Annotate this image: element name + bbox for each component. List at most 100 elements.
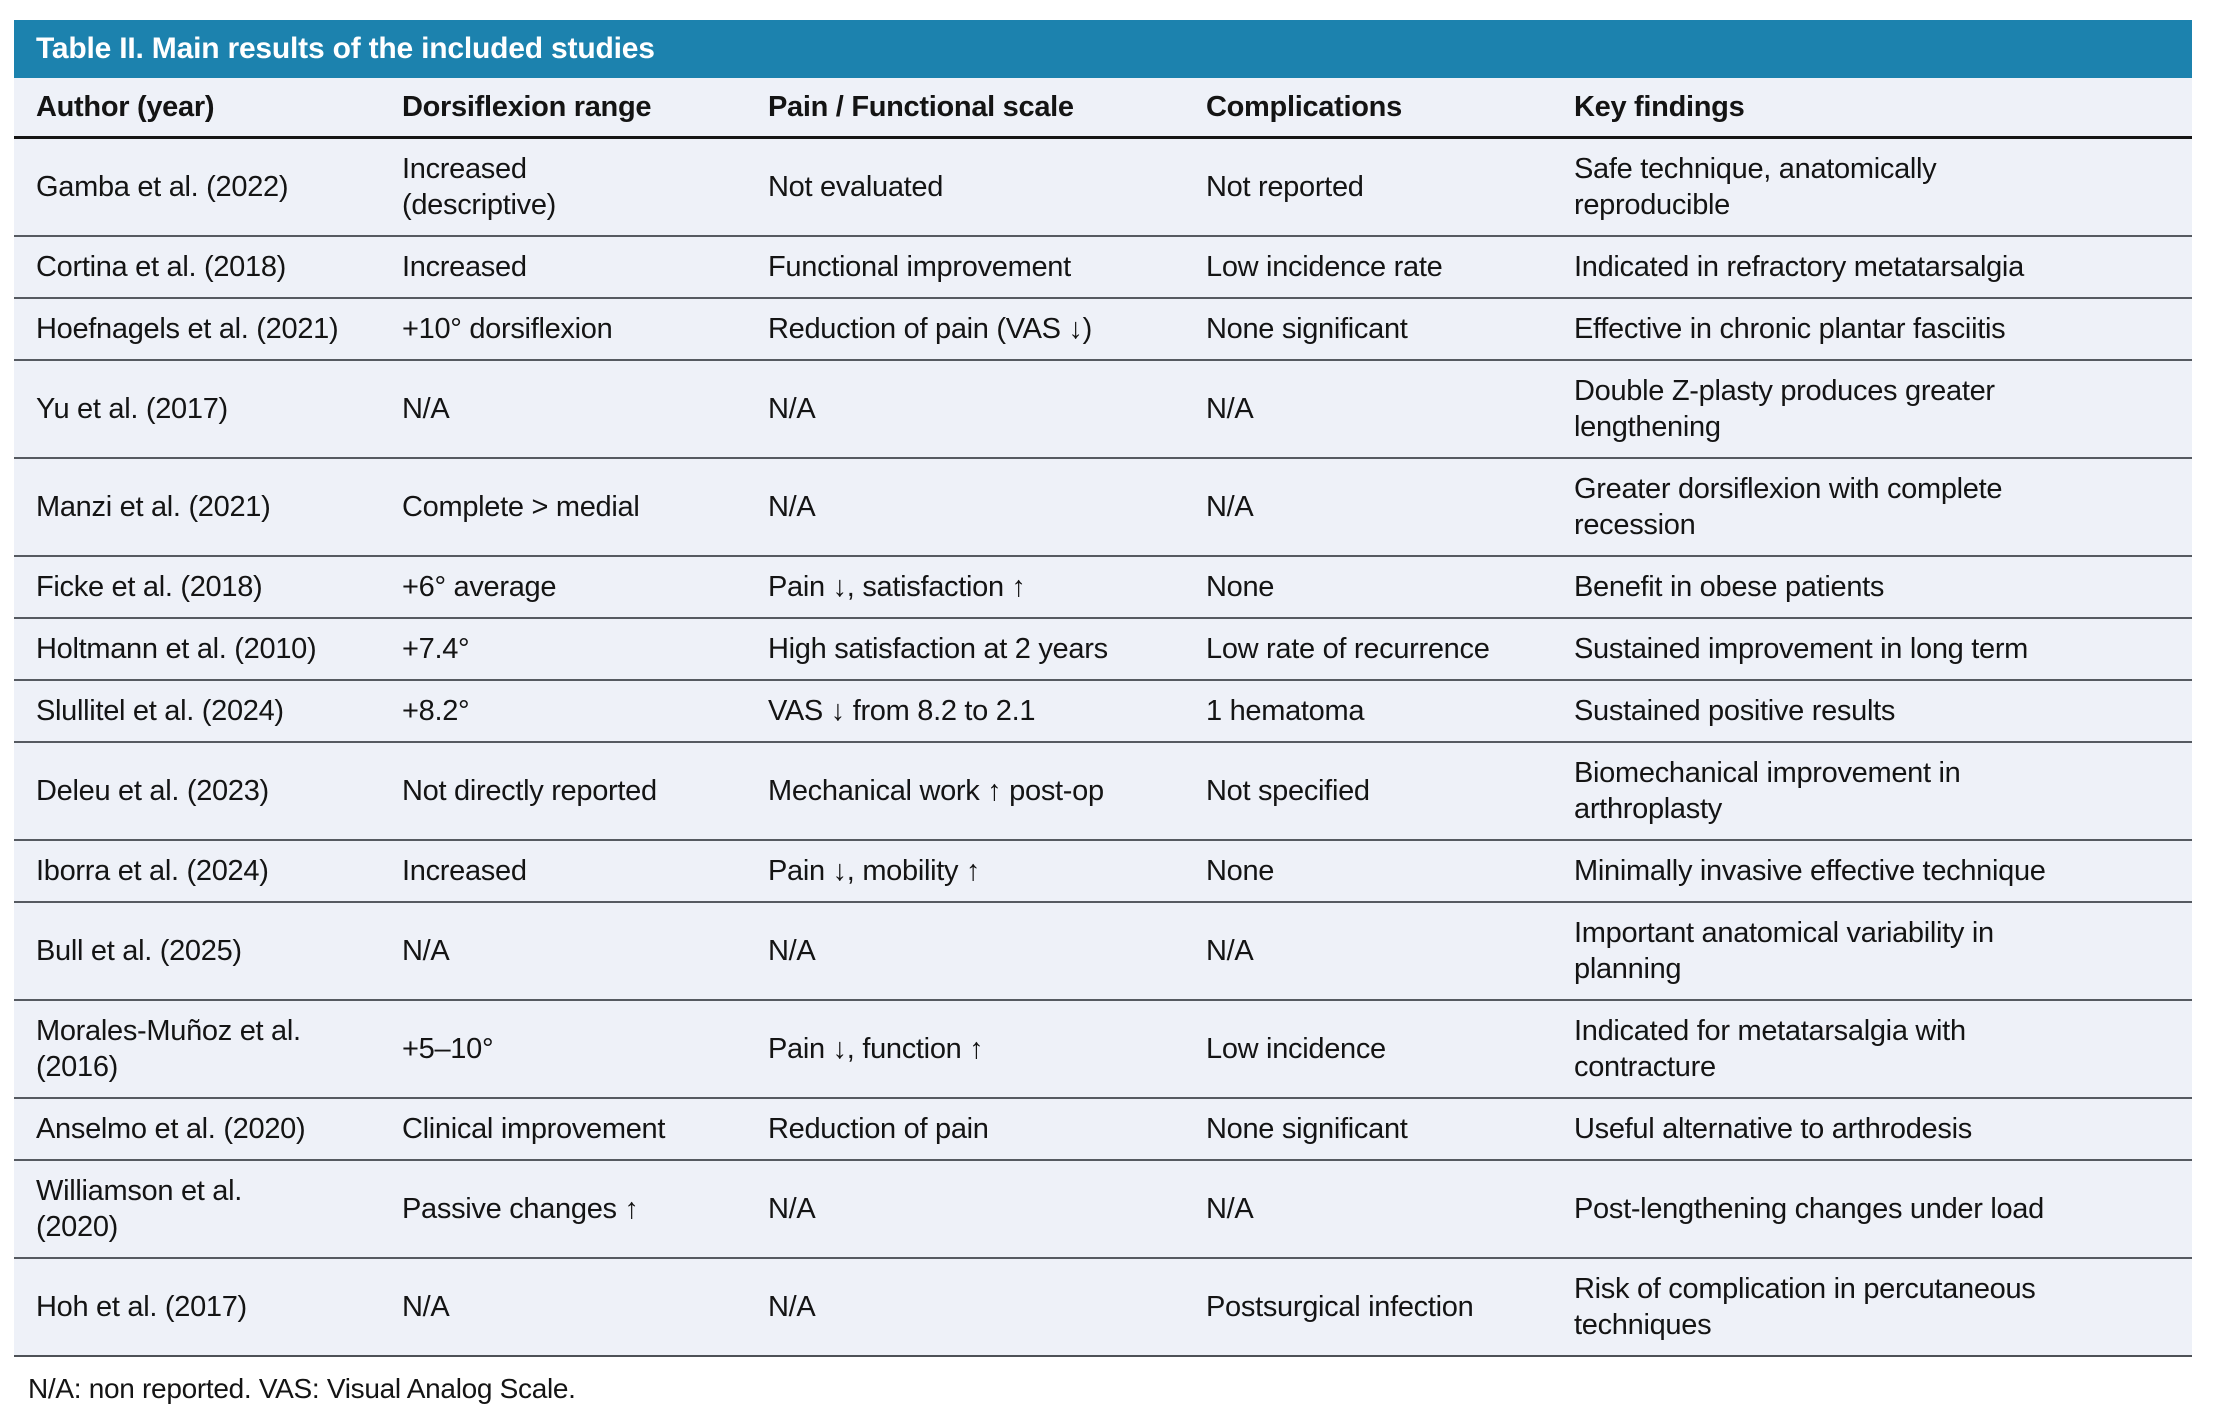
- table-row: Iborra et al. (2024) Increased Pain ↓, m…: [14, 840, 2192, 903]
- table-row: Cortina et al. (2018) Increased Function…: [14, 236, 2192, 299]
- cell-pain-scale: N/A: [768, 1160, 1206, 1259]
- cell-pain-scale: Reduction of pain: [768, 1098, 1206, 1161]
- cell-author: Ficke et al. (2018): [14, 556, 402, 619]
- cell-pain-scale: Not evaluated: [768, 137, 1206, 237]
- cell-key-findings: Sustained improvement in long term: [1574, 618, 2192, 681]
- cell-key-findings: Indicated in refractory metatarsalgia: [1574, 236, 2192, 299]
- table-row: Anselmo et al. (2020) Clinical improveme…: [14, 1098, 2192, 1161]
- cell-author: Anselmo et al. (2020): [14, 1098, 402, 1161]
- table-row: Morales-Muñoz et al. (2016) +5–10° Pain …: [14, 1000, 2192, 1099]
- cell-pain-scale: N/A: [768, 360, 1206, 459]
- cell-pain-scale: Mechanical work ↑ post-op: [768, 742, 1206, 841]
- cell-dorsiflexion: N/A: [402, 360, 768, 459]
- cell-dorsiflexion: Not directly reported: [402, 742, 768, 841]
- cell-dorsiflexion: +5–10°: [402, 1000, 768, 1099]
- cell-complications: None: [1206, 556, 1574, 619]
- table-row: Williamson et al. (2020) Passive changes…: [14, 1160, 2192, 1259]
- results-table: Author (year) Dorsiflexion range Pain / …: [14, 78, 2192, 1357]
- cell-author: Cortina et al. (2018): [14, 236, 402, 299]
- cell-dorsiflexion: +8.2°: [402, 680, 768, 743]
- table-row: Slullitel et al. (2024) +8.2° VAS ↓ from…: [14, 680, 2192, 743]
- cell-dorsiflexion: +10° dorsiflexion: [402, 298, 768, 361]
- cell-complications: N/A: [1206, 360, 1574, 459]
- cell-key-findings: Useful alternative to arthrodesis: [1574, 1098, 2192, 1161]
- cell-pain-scale: Pain ↓, mobility ↑: [768, 840, 1206, 903]
- cell-dorsiflexion: +7.4°: [402, 618, 768, 681]
- table-row: Holtmann et al. (2010) +7.4° High satisf…: [14, 618, 2192, 681]
- cell-pain-scale: VAS ↓ from 8.2 to 2.1: [768, 680, 1206, 743]
- cell-pain-scale: Pain ↓, function ↑: [768, 1000, 1206, 1099]
- table-title: Table II. Main results of the included s…: [14, 20, 2192, 78]
- cell-key-findings: Indicated for metatarsalgia with contrac…: [1574, 1000, 2192, 1099]
- cell-key-findings: Risk of complication in percutaneous tec…: [1574, 1258, 2192, 1357]
- cell-dorsiflexion: Passive changes ↑: [402, 1160, 768, 1259]
- table-row: Bull et al. (2025) N/A N/A N/A Important…: [14, 902, 2192, 1001]
- col-header-key-findings: Key findings: [1574, 78, 2192, 139]
- cell-complications: Low incidence rate: [1206, 236, 1574, 299]
- cell-dorsiflexion: Increased: [402, 840, 768, 903]
- table-footnote: N/A: non reported. VAS: Visual Analog Sc…: [28, 1373, 576, 1404]
- table-row: Gamba et al. (2022) Increased (descripti…: [14, 137, 2192, 237]
- cell-author: Deleu et al. (2023): [14, 742, 402, 841]
- cell-complications: N/A: [1206, 1160, 1574, 1259]
- table-row: Yu et al. (2017) N/A N/A N/A Double Z-pl…: [14, 360, 2192, 459]
- cell-key-findings: Post-lengthening changes under load: [1574, 1160, 2192, 1259]
- cell-author: Bull et al. (2025): [14, 902, 402, 1001]
- cell-key-findings: Safe technique, anatomically reproducibl…: [1574, 137, 2192, 237]
- cell-complications: Low incidence: [1206, 1000, 1574, 1099]
- cell-pain-scale: Functional improvement: [768, 236, 1206, 299]
- cell-author: Yu et al. (2017): [14, 360, 402, 459]
- table-row: Deleu et al. (2023) Not directly reporte…: [14, 742, 2192, 841]
- cell-dorsiflexion: Increased: [402, 236, 768, 299]
- cell-pain-scale: Reduction of pain (VAS ↓): [768, 298, 1206, 361]
- cell-pain-scale: N/A: [768, 458, 1206, 557]
- cell-dorsiflexion: Clinical improvement: [402, 1098, 768, 1161]
- cell-dorsiflexion: N/A: [402, 1258, 768, 1357]
- col-header-pain-scale: Pain / Functional scale: [768, 78, 1206, 139]
- cell-dorsiflexion: +6° average: [402, 556, 768, 619]
- table-row: Ficke et al. (2018) +6° average Pain ↓, …: [14, 556, 2192, 619]
- results-table-card: Table II. Main results of the included s…: [14, 20, 2192, 1405]
- cell-dorsiflexion: N/A: [402, 902, 768, 1001]
- cell-complications: Postsurgical infection: [1206, 1258, 1574, 1357]
- cell-key-findings: Sustained positive results: [1574, 680, 2192, 743]
- cell-author: Gamba et al. (2022): [14, 137, 402, 237]
- col-header-author: Author (year): [14, 78, 402, 139]
- cell-key-findings: Greater dorsiflexion with complete reces…: [1574, 458, 2192, 557]
- cell-pain-scale: N/A: [768, 1258, 1206, 1357]
- cell-pain-scale: Pain ↓, satisfaction ↑: [768, 556, 1206, 619]
- cell-complications: Low rate of recurrence: [1206, 618, 1574, 681]
- table-row: Hoefnagels et al. (2021) +10° dorsiflexi…: [14, 298, 2192, 361]
- cell-author: Slullitel et al. (2024): [14, 680, 402, 743]
- cell-complications: 1 hematoma: [1206, 680, 1574, 743]
- header-row: Author (year) Dorsiflexion range Pain / …: [14, 78, 2192, 139]
- cell-complications: None: [1206, 840, 1574, 903]
- cell-author: Iborra et al. (2024): [14, 840, 402, 903]
- cell-author: Hoefnagels et al. (2021): [14, 298, 402, 361]
- cell-key-findings: Benefit in obese patients: [1574, 556, 2192, 619]
- table-row: Manzi et al. (2021) Complete > medial N/…: [14, 458, 2192, 557]
- cell-author: Hoh et al. (2017): [14, 1258, 402, 1357]
- cell-key-findings: Effective in chronic plantar fasciitis: [1574, 298, 2192, 361]
- cell-pain-scale: High satisfaction at 2 years: [768, 618, 1206, 681]
- col-header-dorsiflexion: Dorsiflexion range: [402, 78, 768, 139]
- cell-complications: N/A: [1206, 902, 1574, 1001]
- cell-complications: N/A: [1206, 458, 1574, 557]
- cell-pain-scale: N/A: [768, 902, 1206, 1001]
- cell-complications: Not reported: [1206, 137, 1574, 237]
- cell-author: Morales-Muñoz et al. (2016): [14, 1000, 402, 1099]
- cell-key-findings: Double Z-plasty produces greater lengthe…: [1574, 360, 2192, 459]
- cell-key-findings: Biomechanical improvement in arthroplast…: [1574, 742, 2192, 841]
- cell-author: Manzi et al. (2021): [14, 458, 402, 557]
- cell-complications: None significant: [1206, 1098, 1574, 1161]
- cell-complications: Not specified: [1206, 742, 1574, 841]
- cell-key-findings: Minimally invasive effective technique: [1574, 840, 2192, 903]
- table-row: Hoh et al. (2017) N/A N/A Postsurgical i…: [14, 1258, 2192, 1357]
- cell-author: Williamson et al. (2020): [14, 1160, 402, 1259]
- cell-complications: None significant: [1206, 298, 1574, 361]
- cell-dorsiflexion: Complete > medial: [402, 458, 768, 557]
- cell-key-findings: Important anatomical variability in plan…: [1574, 902, 2192, 1001]
- col-header-complications: Complications: [1206, 78, 1574, 139]
- cell-author: Holtmann et al. (2010): [14, 618, 402, 681]
- cell-dorsiflexion: Increased (descriptive): [402, 137, 768, 237]
